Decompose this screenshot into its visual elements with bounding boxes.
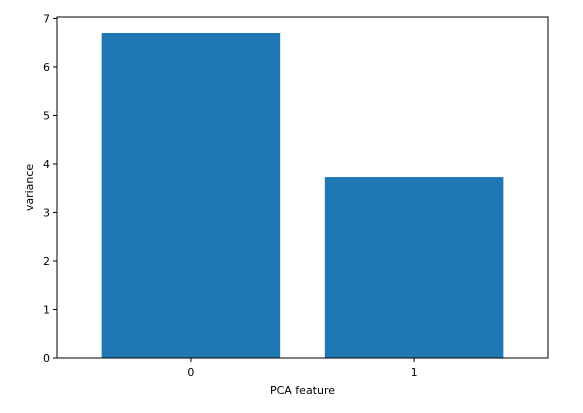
y-tick-label: 6: [43, 61, 50, 74]
bars-group: [101, 33, 504, 358]
y-tick-label: 1: [43, 303, 50, 316]
y-tick-label: 4: [43, 158, 50, 171]
y-axis: 0 1 2 3 4 5 6 7: [43, 12, 57, 365]
y-tick-label: 0: [43, 352, 50, 365]
x-axis-label: PCA feature: [270, 384, 335, 397]
y-tick-label: 5: [43, 109, 50, 122]
x-tick-label: 1: [411, 366, 418, 379]
x-tick-label: 0: [187, 366, 194, 379]
y-tick-label: 7: [43, 12, 50, 25]
y-tick-label: 3: [43, 206, 50, 219]
plot-frame: [56, 16, 549, 359]
y-tick-label: 2: [43, 255, 50, 268]
y-axis-label: variance: [23, 164, 36, 212]
bar-0: [101, 33, 281, 358]
bar-1: [324, 177, 504, 358]
